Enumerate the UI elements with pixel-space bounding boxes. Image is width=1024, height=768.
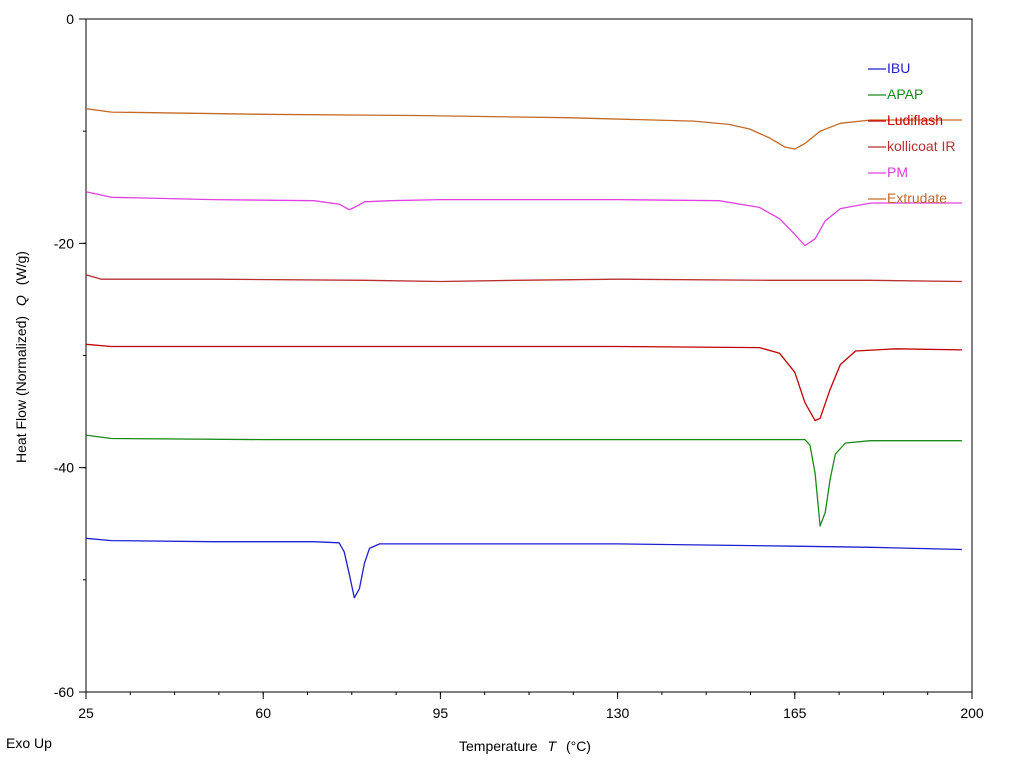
y-tick-label: 0 (66, 11, 74, 27)
legend-label: IBU (887, 60, 910, 76)
series-line-kollicoat-ir (85, 274, 962, 283)
x-axis-label: Temperature T (°C) (459, 738, 591, 754)
x-tick-label: 165 (783, 705, 807, 721)
x-tick-label: 95 (433, 705, 449, 721)
legend-label: PM (887, 164, 908, 180)
legend-label: Extrudate (887, 190, 947, 206)
legend: IBU APAP Ludiflash kollicoat IR PM Extrudate (868, 60, 955, 206)
y-tick-label: -60 (54, 684, 74, 700)
axes: 25 60 95 130 165 200 0 -20 -40 -60 (54, 11, 984, 721)
series-line-apap (85, 434, 962, 527)
x-tick-label: 200 (960, 705, 984, 721)
series-line-extrudate (85, 108, 962, 150)
y-tick-label: -40 (54, 460, 74, 476)
exo-up-note: Exo Up (6, 735, 52, 751)
series-lines (85, 108, 962, 599)
x-tick-label: 25 (78, 705, 94, 721)
y-tick-label: -20 (54, 235, 74, 251)
series-line-pm (85, 191, 962, 247)
legend-label: Ludiflash (887, 112, 943, 128)
series-line-ludiflash (85, 343, 962, 422)
legend-label: APAP (887, 86, 923, 102)
x-tick-label: 130 (606, 705, 630, 721)
x-tick-label: 60 (255, 705, 271, 721)
plot-frame (85, 18, 973, 693)
legend-label: kollicoat IR (887, 138, 955, 154)
series-line-ibu (85, 537, 962, 599)
y-axis-label: Heat Flow (Normalized) Q (W/g) (13, 251, 29, 463)
